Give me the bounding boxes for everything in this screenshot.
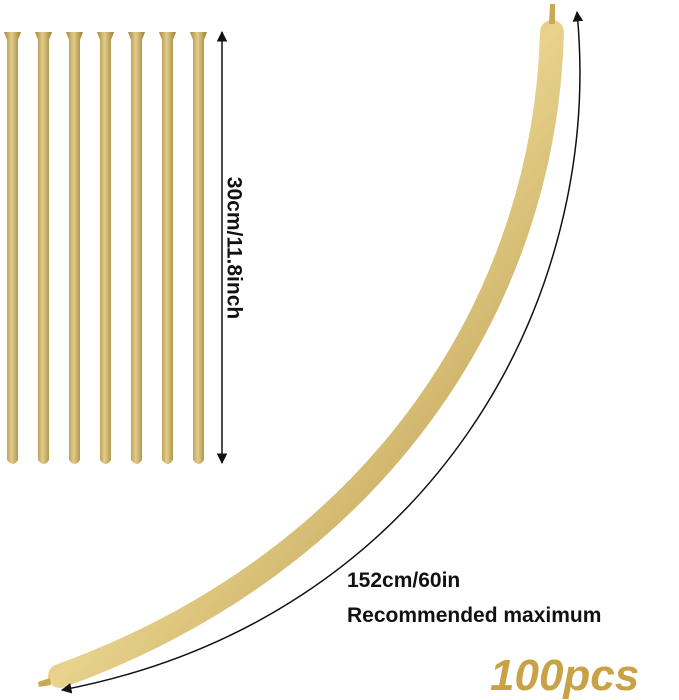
long-length-label: 152cm/60in	[347, 569, 460, 592]
uninflated-balloons	[4, 32, 207, 464]
inflated-balloon	[38, 4, 564, 688]
short-length-label: 30cm/11.8inch	[222, 177, 245, 319]
quantity-label: 100pcs	[490, 651, 639, 700]
long-arrow	[60, 10, 584, 694]
recommendation-label: Recommended maximum	[347, 604, 601, 627]
